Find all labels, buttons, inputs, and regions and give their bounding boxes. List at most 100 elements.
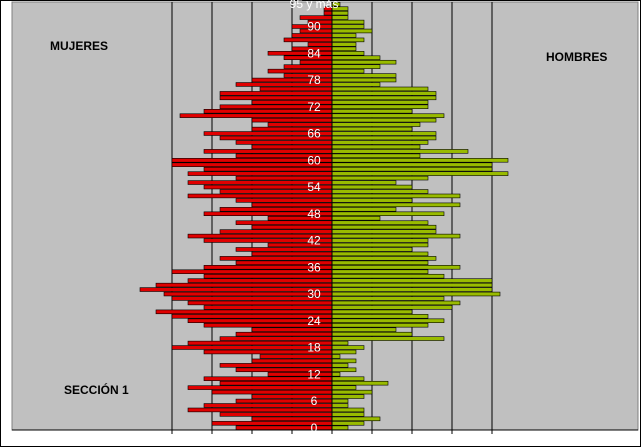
bar-hombres xyxy=(331,354,341,359)
bar-hombres xyxy=(331,407,365,413)
bar-mujeres xyxy=(179,113,333,118)
age-tick-label: 78 xyxy=(307,73,321,87)
bar-hombres xyxy=(331,33,357,38)
bar-mujeres xyxy=(219,412,333,417)
bar-mujeres xyxy=(267,242,333,248)
bar-hombres xyxy=(331,278,493,283)
bar-mujeres xyxy=(235,398,333,404)
age-tick-label: 12 xyxy=(307,367,321,381)
bar-hombres xyxy=(331,220,429,225)
bar-hombres xyxy=(331,95,437,101)
bar-hombres xyxy=(331,412,365,417)
bar-hombres xyxy=(331,198,413,203)
age-tick-label: 84 xyxy=(307,46,321,60)
bar-mujeres xyxy=(251,327,333,332)
bar-hombres xyxy=(331,193,461,199)
bar-hombres xyxy=(331,73,397,78)
bar-mujeres xyxy=(267,51,333,56)
bar-hombres xyxy=(331,109,413,114)
bar-hombres xyxy=(331,175,429,181)
bar-mujeres xyxy=(187,300,333,306)
bar-mujeres xyxy=(235,220,333,225)
bar-mujeres xyxy=(235,198,333,203)
bar-hombres xyxy=(331,376,365,381)
bar-hombres xyxy=(331,318,445,324)
bar-hombres xyxy=(331,300,461,306)
bar-mujeres xyxy=(251,358,333,364)
bar-hombres xyxy=(331,296,445,301)
bar-hombres xyxy=(331,398,349,404)
bar-mujeres xyxy=(251,394,333,399)
bar-mujeres xyxy=(267,372,333,377)
bar-mujeres xyxy=(251,117,333,123)
bar-mujeres xyxy=(323,10,333,16)
bar-hombres xyxy=(331,140,429,145)
right-series-label: HOMBRES xyxy=(546,50,608,64)
bar-mujeres xyxy=(251,416,333,422)
bar-mujeres xyxy=(187,171,333,176)
bar-hombres xyxy=(331,380,389,386)
bar-hombres xyxy=(331,367,357,373)
bar-hombres xyxy=(331,162,493,167)
age-tick-label: 18 xyxy=(307,341,321,355)
bar-hombres xyxy=(331,207,397,212)
age-tick-label: 72 xyxy=(307,100,321,114)
bar-hombres xyxy=(331,389,373,395)
bar-hombres xyxy=(331,55,381,60)
bar-mujeres xyxy=(203,273,333,279)
age-tick-label: 90 xyxy=(307,20,321,34)
bar-hombres xyxy=(331,340,349,346)
bar-hombres xyxy=(331,425,349,431)
bar-hombres xyxy=(331,403,349,408)
bar-hombres xyxy=(331,233,461,239)
bar-mujeres xyxy=(267,216,333,221)
bar-hombres xyxy=(331,314,429,319)
bar-hombres xyxy=(331,211,445,216)
bar-hombres xyxy=(331,345,365,350)
bar-hombres xyxy=(331,28,373,34)
bar-hombres xyxy=(331,265,461,270)
bar-mujeres xyxy=(259,86,333,92)
bar-mujeres xyxy=(187,193,333,199)
bar-hombres xyxy=(331,349,357,355)
bar-hombres xyxy=(331,144,421,150)
age-tick-label: 48 xyxy=(307,207,321,221)
bar-mujeres xyxy=(235,140,333,145)
bar-hombres xyxy=(331,131,437,136)
bar-mujeres xyxy=(155,309,333,315)
bar-hombres xyxy=(331,251,429,257)
bar-hombres xyxy=(331,24,365,29)
bar-hombres xyxy=(331,77,397,83)
bar-mujeres xyxy=(283,37,333,43)
bar-hombres xyxy=(331,331,413,337)
age-tick-label: 30 xyxy=(307,287,321,301)
bar-hombres xyxy=(331,64,381,69)
bar-hombres xyxy=(331,372,341,377)
bar-mujeres xyxy=(139,287,333,292)
bar-hombres xyxy=(331,322,429,328)
age-tick-label: 60 xyxy=(307,153,321,167)
bar-hombres xyxy=(331,282,493,288)
bar-hombres xyxy=(331,42,357,47)
bar-hombres xyxy=(331,273,445,279)
bar-hombres xyxy=(331,336,445,341)
bar-hombres xyxy=(331,309,413,315)
left-series-label: MUJERES xyxy=(50,39,109,53)
bar-hombres xyxy=(331,216,381,221)
bar-hombres xyxy=(331,363,349,368)
bar-hombres xyxy=(331,15,349,20)
bar-hombres xyxy=(331,91,437,96)
bar-hombres xyxy=(331,113,445,118)
bar-hombres xyxy=(331,416,381,422)
bar-hombres xyxy=(331,421,365,426)
bar-mujeres xyxy=(219,91,333,96)
bar-hombres xyxy=(331,117,437,123)
age-tick-label: 0 xyxy=(311,421,318,435)
bar-hombres xyxy=(331,238,429,243)
bar-hombres xyxy=(331,358,357,364)
bar-hombres xyxy=(331,184,413,190)
bar-hombres xyxy=(331,59,397,65)
bar-hombres xyxy=(331,149,469,154)
